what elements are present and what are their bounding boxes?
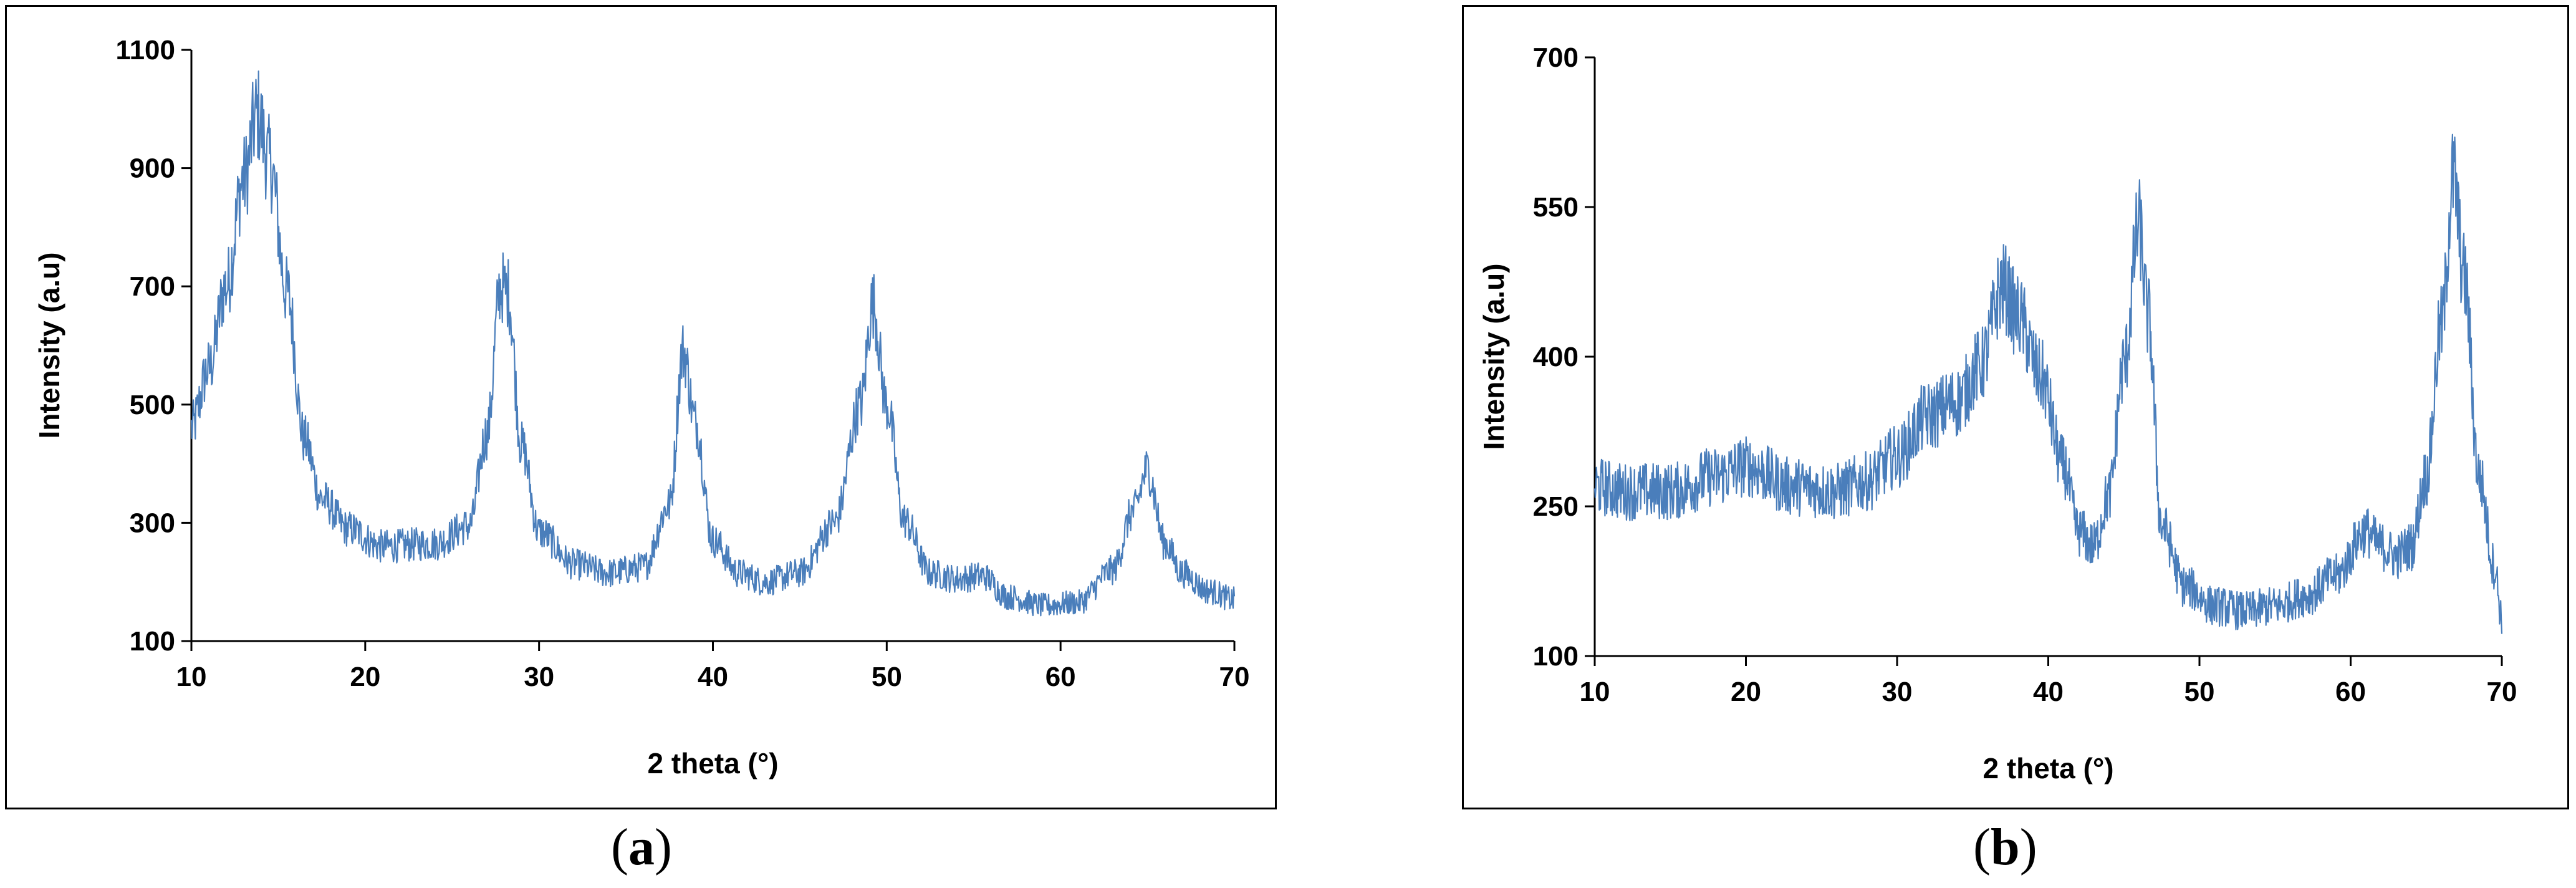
y-tick-label: 550 [1533,192,1579,223]
plot-a: 100 300 500 700 900 1100 10 20 30 40 50 60 70 2 theta… [33,35,1249,779]
x-tick-label: 40 [698,662,728,692]
y-tick-label: 100 [130,626,175,657]
y-tick-label: 700 [1533,42,1579,73]
y-tick-label: 500 [130,390,175,420]
chart-panel-a [5,5,1277,809]
x-tick-label: 10 [1580,677,1610,707]
y-axis-label: Intensity (a.u) [33,252,65,438]
xrd-pattern-line [1593,133,2503,634]
x-tick-label: 70 [2487,677,2517,707]
plot-b: 100 250 400 550 700 10 20 30 40 50 60 70 2 theta (°)… [1478,42,2517,784]
x-tick-label: 20 [1731,677,1761,707]
x-tick-label: 40 [2033,677,2064,707]
y-tick-label: 900 [130,153,175,184]
y-tick-label: 1100 [116,35,175,65]
y-tick-label: 300 [130,508,175,538]
x-tick-label: 70 [1219,662,1250,692]
x-tick-label: 50 [2184,677,2215,707]
y-tick-label: 250 [1533,491,1579,522]
x-axis-label: 2 theta (°) [1982,752,2113,784]
x-tick-label: 60 [2335,677,2366,707]
x-tick-label: 10 [176,662,207,692]
x-tick-label: 60 [1045,662,1076,692]
panel-label-a: (a) [611,818,672,876]
panel-label-b: (b) [1973,818,2037,876]
x-axis-label: 2 theta (°) [647,747,778,779]
y-tick-label: 400 [1533,342,1579,372]
chart-panel-b [1462,5,2569,809]
y-tick-label: 100 [1533,641,1579,672]
xrd-pattern-line [190,70,1236,617]
x-tick-label: 30 [524,662,554,692]
x-tick-label: 20 [350,662,380,692]
x-tick-label: 50 [872,662,902,692]
x-tick-label: 30 [1882,677,1913,707]
y-axis-label: Intensity (a.u) [1478,263,1510,450]
y-tick-label: 700 [130,271,175,302]
